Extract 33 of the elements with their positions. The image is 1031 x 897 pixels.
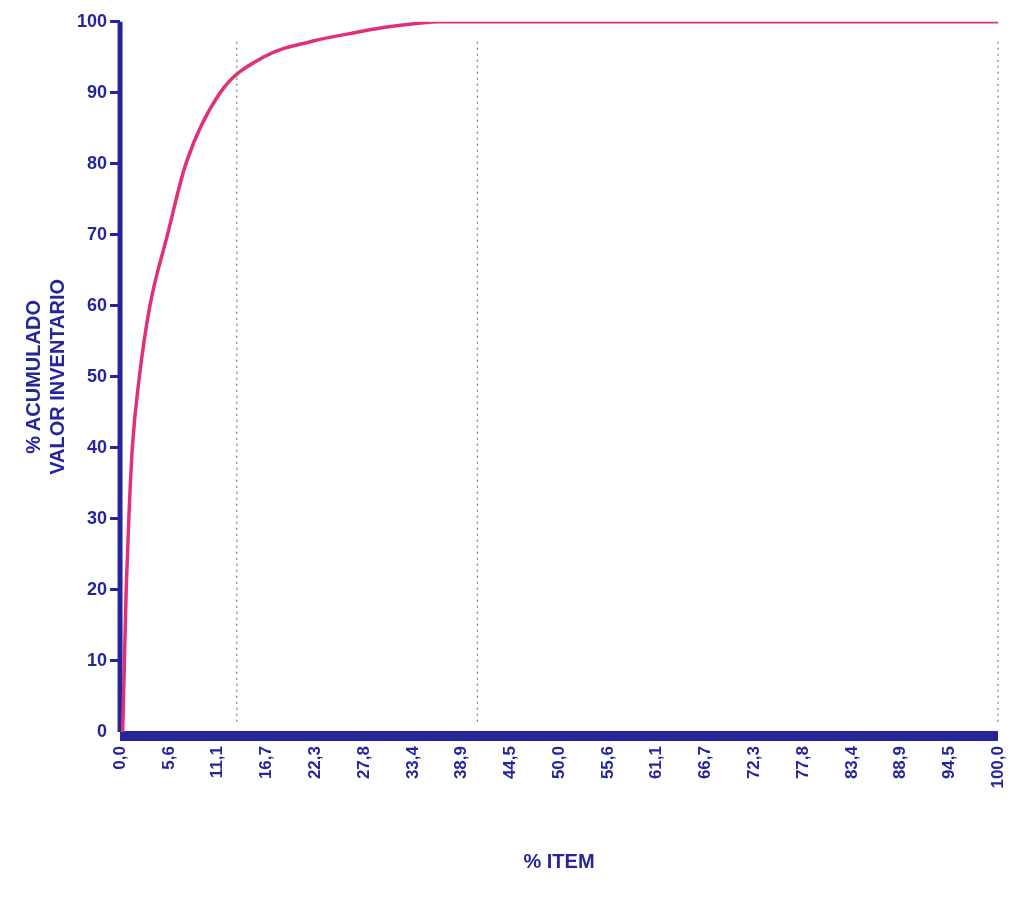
y-tick-label: 80 [87, 152, 108, 173]
y-tick-label: 50 [87, 365, 108, 386]
y-tick-label: 30 [87, 507, 108, 528]
x-tick-label: 11,1 [206, 746, 226, 779]
x-tick-label: 50,0 [548, 746, 568, 780]
x-tick-label: 83,4 [841, 745, 861, 780]
y-tick-label: 40 [87, 436, 108, 457]
x-tick-label: 66,7 [695, 746, 715, 780]
x-tick-label: 61,1 [645, 746, 665, 780]
y-axis-title: % ACUMULADO VALOR INVENTARIO [21, 278, 68, 475]
x-tick-label: 55,6 [597, 746, 617, 780]
x-tick-label: 38,9 [451, 746, 471, 780]
x-tick-label: 44,5 [500, 746, 520, 780]
y-tick-label: 60 [87, 294, 108, 315]
y-tick-label: 10 [87, 649, 108, 670]
y-tick-label: 20 [87, 578, 108, 599]
x-tick-label: 0,0 [109, 746, 129, 770]
x-tick-label: 22,3 [305, 746, 325, 780]
x-axis-title: % ITEM [523, 849, 595, 872]
x-tick-label: 88,9 [890, 746, 910, 780]
y-tick-label: 100 [76, 10, 108, 31]
y-tick-label: 70 [87, 223, 108, 244]
x-tick-label: 16,7 [256, 746, 276, 780]
x-tick-label: 72,3 [744, 746, 764, 780]
x-tick-label: 94,5 [939, 746, 959, 780]
x-tick-label: 33,4 [402, 745, 422, 780]
x-tick-label: 100,0 [987, 746, 1007, 789]
x-tick-label: 27,8 [353, 746, 373, 780]
y-tick-label: 0 [97, 720, 108, 741]
line-series [120, 21, 998, 732]
y-tick-label: 90 [87, 81, 108, 102]
x-tick-label: 5,6 [158, 746, 178, 770]
x-tick-label: 77,8 [792, 746, 812, 780]
